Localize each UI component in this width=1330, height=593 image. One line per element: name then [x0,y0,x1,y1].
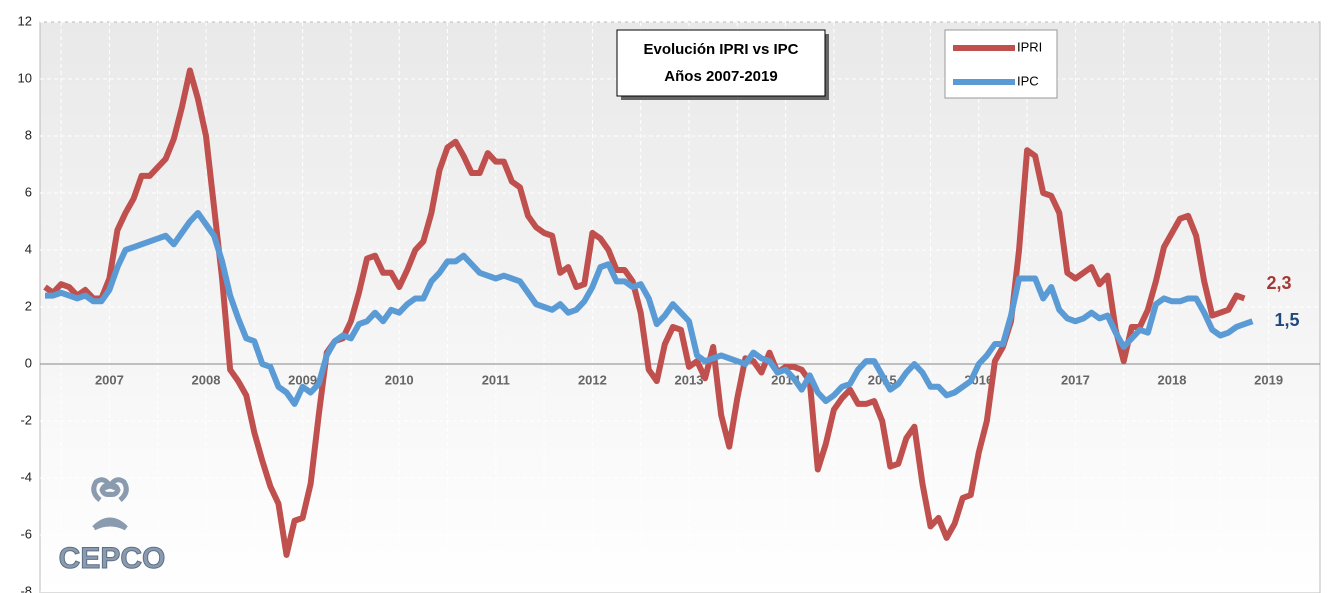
line-series [43,67,1246,558]
y-tick-label: -6 [20,526,32,541]
legend: IPRI IPC [944,29,1058,99]
x-tick-label: 2007 [95,372,124,387]
y-tick-label: -4 [20,469,32,484]
y-tick-label: -2 [20,412,32,427]
marks: 2,3 1,5 [43,67,1300,558]
end-value-label: 2,3 [1266,273,1291,293]
logo-text: CEPCO [59,542,166,575]
y-tick-label: 8 [25,127,32,142]
x-tick-label: 2017 [1061,372,1090,387]
y-tick-label: 6 [25,184,32,199]
chart-title: Evolución IPRI vs IPC [643,41,798,58]
x-tick-label: 2012 [578,372,607,387]
grid: -8 -6 -4 -2 0 2 4 6 8 10 12 2007 2008 2009 2010 2011 201… [18,13,1320,593]
x-tick-label: 2013 [675,372,704,387]
y-tick-label: 10 [18,70,32,85]
x-tick-label: 2011 [482,372,510,387]
x-tick-label: 2010 [385,372,414,387]
title-box: Evolución IPRI vs IPC Años 2007-2019 [616,29,829,100]
legend-label: IPRI [1017,39,1042,54]
y-tick-label: 0 [25,355,32,370]
line-series [45,209,1254,407]
y-tick-label: 2 [25,298,32,313]
legend-label: IPC [1017,73,1039,88]
y-tick-label: -8 [20,583,32,593]
y-tick-label: 12 [18,13,32,28]
x-tick-label: 2008 [192,372,221,387]
x-tick-label: 2009 [288,372,317,387]
chart-subtitle: Años 2007-2019 [664,68,777,85]
x-tick-label: 2019 [1254,372,1283,387]
x-tick-label: 2018 [1158,372,1187,387]
end-value-label: 1,5 [1275,310,1300,330]
logo: CEPCO [58,477,166,575]
y-tick-label: 4 [25,241,32,256]
